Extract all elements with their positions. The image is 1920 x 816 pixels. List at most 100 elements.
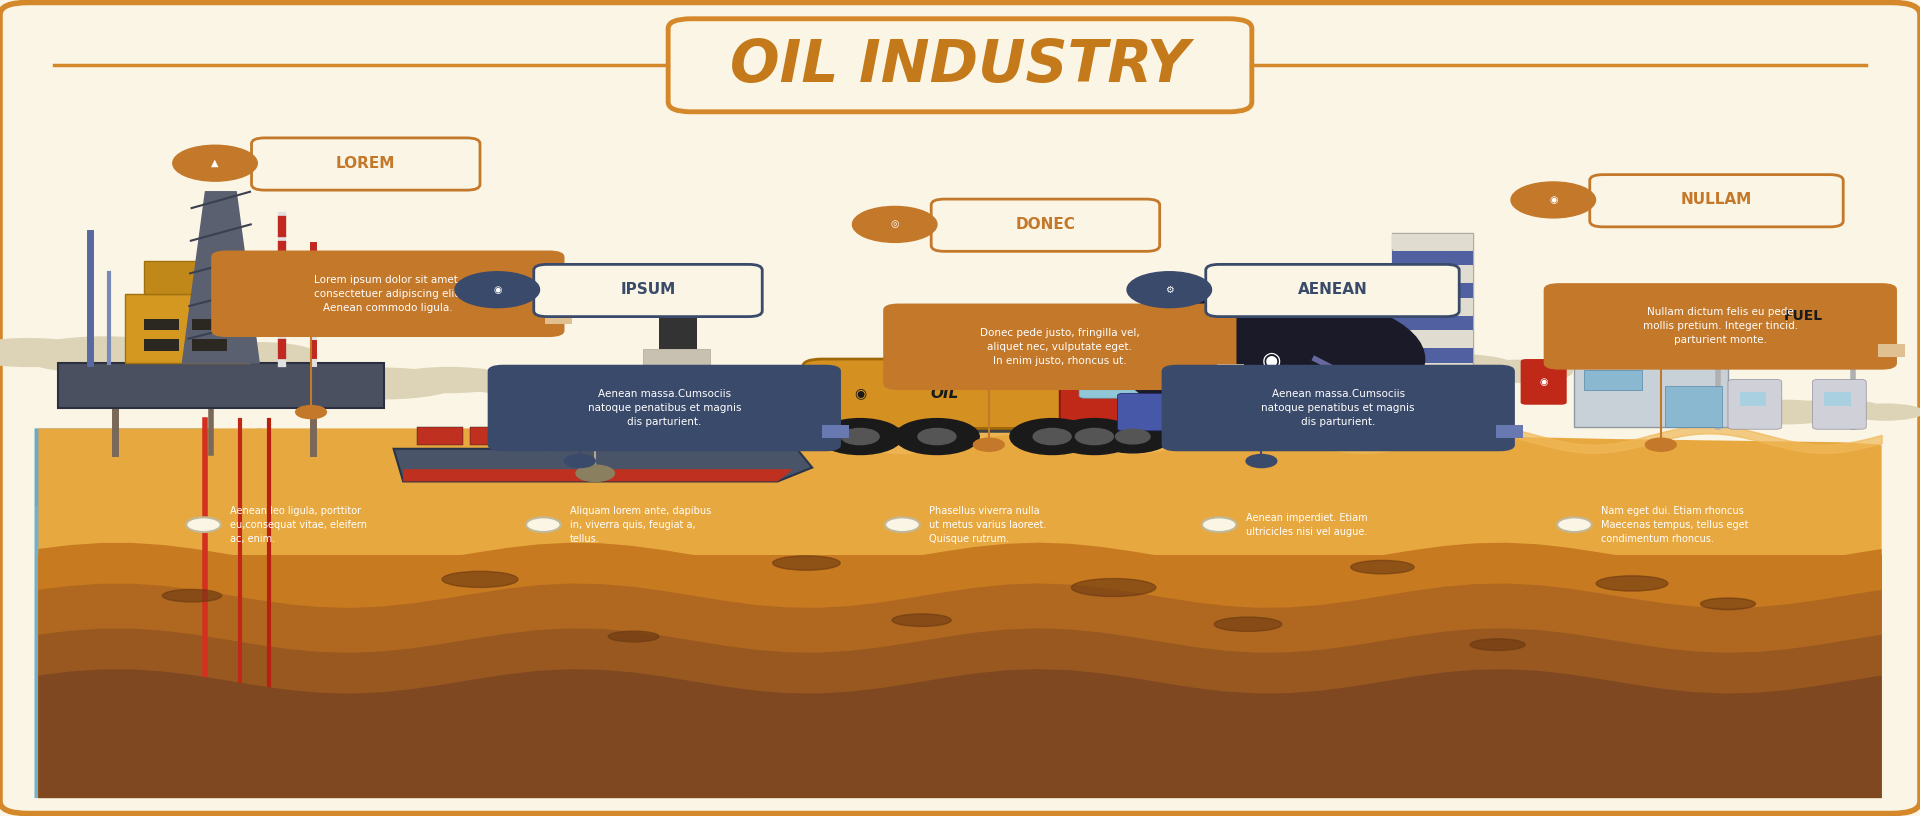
Polygon shape [38,543,1882,798]
FancyBboxPatch shape [192,319,227,330]
Ellipse shape [1071,579,1156,596]
FancyBboxPatch shape [1878,344,1905,357]
Ellipse shape [783,379,906,404]
Ellipse shape [1386,354,1517,381]
Ellipse shape [19,337,192,373]
FancyBboxPatch shape [1217,364,1244,377]
Circle shape [564,455,595,468]
FancyBboxPatch shape [1574,353,1728,427]
FancyBboxPatch shape [1392,397,1473,412]
FancyBboxPatch shape [1584,370,1642,390]
Ellipse shape [442,571,518,588]
FancyBboxPatch shape [1392,234,1473,249]
FancyBboxPatch shape [632,427,678,445]
FancyBboxPatch shape [1162,365,1515,451]
FancyBboxPatch shape [1392,414,1473,428]
Circle shape [445,491,515,521]
FancyBboxPatch shape [931,199,1160,251]
Polygon shape [1565,345,1738,353]
Text: ◉: ◉ [1549,195,1557,205]
FancyBboxPatch shape [1392,299,1473,314]
FancyBboxPatch shape [1392,348,1473,363]
Ellipse shape [1202,361,1286,381]
Ellipse shape [0,339,96,366]
Polygon shape [35,506,749,798]
Polygon shape [38,628,1882,798]
Polygon shape [182,192,259,363]
Circle shape [186,517,221,532]
Text: Phasellus viverra nulla
ut metus varius laoreet.
Quisque rutrum.: Phasellus viverra nulla ut metus varius … [929,506,1046,543]
Polygon shape [38,583,1882,798]
FancyBboxPatch shape [1079,375,1158,398]
Circle shape [1645,438,1676,451]
Circle shape [1052,419,1137,455]
Circle shape [1010,419,1094,455]
Ellipse shape [893,614,950,627]
Ellipse shape [163,589,221,602]
Ellipse shape [467,373,564,394]
Circle shape [818,419,902,455]
FancyBboxPatch shape [1651,331,1891,341]
Ellipse shape [1847,404,1920,420]
Circle shape [119,540,188,570]
Ellipse shape [912,384,993,401]
Text: OIL INDUSTRY: OIL INDUSTRY [730,37,1190,94]
Text: Aenean massa.Cumsociis
natoque penatibus et magnis
dis parturient.: Aenean massa.Cumsociis natoque penatibus… [1261,389,1415,427]
Circle shape [1117,294,1425,424]
Text: ▲: ▲ [211,158,219,168]
Ellipse shape [1730,401,1841,424]
Circle shape [841,428,879,445]
Text: FUEL: FUEL [1784,308,1822,323]
Text: LOREM: LOREM [336,156,396,171]
Circle shape [1511,182,1596,218]
Polygon shape [394,449,812,481]
Circle shape [1286,371,1440,437]
Circle shape [526,517,561,532]
Ellipse shape [1655,406,1716,419]
Ellipse shape [1788,400,1884,419]
Text: NULLAM: NULLAM [1680,193,1753,207]
Text: OIL: OIL [931,386,958,401]
Ellipse shape [1252,357,1375,382]
FancyBboxPatch shape [1133,379,1225,428]
Ellipse shape [745,380,837,400]
FancyBboxPatch shape [524,427,570,445]
Text: ◎: ◎ [891,220,899,229]
Circle shape [173,145,257,181]
Ellipse shape [609,631,659,642]
Circle shape [455,272,540,308]
FancyBboxPatch shape [1392,283,1473,298]
Circle shape [1202,517,1236,532]
Text: ◉: ◉ [1261,351,1281,370]
FancyBboxPatch shape [643,349,710,367]
FancyBboxPatch shape [685,427,732,445]
FancyBboxPatch shape [1728,379,1782,429]
Polygon shape [38,428,1882,798]
FancyBboxPatch shape [668,19,1252,112]
FancyBboxPatch shape [1392,267,1473,282]
FancyBboxPatch shape [211,251,564,337]
Circle shape [973,438,1004,451]
Ellipse shape [202,343,317,367]
Ellipse shape [1692,401,1780,419]
FancyBboxPatch shape [1521,359,1567,405]
Text: Aenean massa.Cumsociis
natoque penatibus et magnis
dis parturient.: Aenean massa.Cumsociis natoque penatibus… [588,389,741,427]
FancyBboxPatch shape [1740,392,1766,406]
FancyBboxPatch shape [1824,392,1851,406]
FancyBboxPatch shape [1117,393,1177,431]
Text: Lorem ipsum dolor sit amet,
consectetuer adipiscing elit.
Aenean commodo ligula.: Lorem ipsum dolor sit amet, consectetuer… [313,275,463,313]
Ellipse shape [1304,355,1459,388]
FancyBboxPatch shape [545,311,572,324]
Ellipse shape [311,368,457,399]
FancyBboxPatch shape [1392,251,1473,265]
FancyBboxPatch shape [192,339,227,351]
Text: AENEAN: AENEAN [1298,282,1367,297]
FancyBboxPatch shape [1392,332,1473,347]
Text: ⚙: ⚙ [1165,285,1173,295]
Text: Aliquam lorem ante, dapibus
in, viverra quis, feugiat a,
tellus.: Aliquam lorem ante, dapibus in, viverra … [570,506,712,543]
FancyBboxPatch shape [1392,316,1473,330]
Circle shape [1116,429,1150,444]
FancyBboxPatch shape [144,319,179,330]
Text: ◉: ◉ [854,386,866,401]
Ellipse shape [213,375,294,392]
